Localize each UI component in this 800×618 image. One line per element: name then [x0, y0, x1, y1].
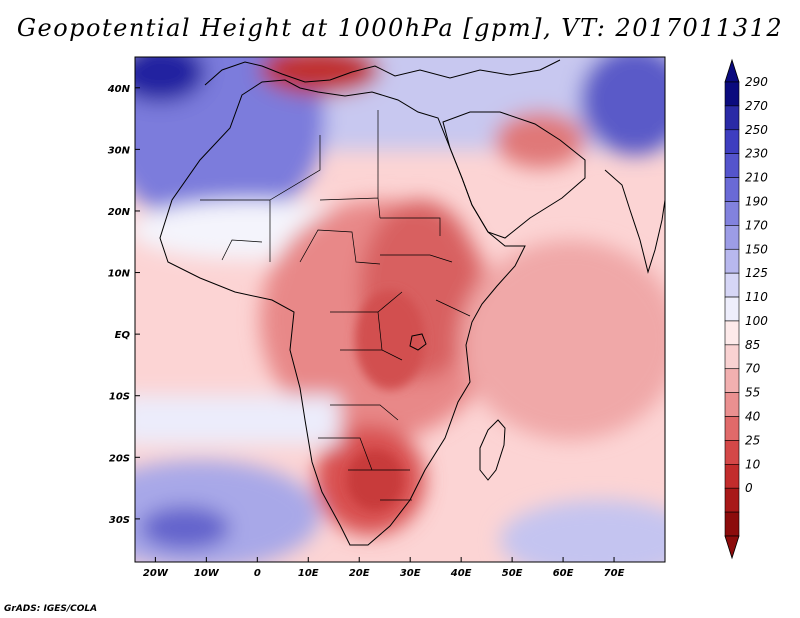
colorbar-label: 250 [745, 123, 768, 137]
y-tick-label: 30N [108, 145, 131, 156]
border-lines [200, 110, 471, 501]
x-tick-label: 70E [604, 568, 625, 579]
colorbar-swatch [724, 416, 740, 441]
x-tick-label: 20E [349, 568, 370, 579]
x-tick-label: 60E [553, 568, 574, 579]
y-tick-label: 20N [108, 207, 131, 218]
field-atlantic-deep [135, 57, 205, 102]
colorbar-label: 0 [745, 481, 753, 495]
colorbar-swatch [724, 511, 740, 537]
colorbar-swatch [724, 105, 740, 131]
africa-coastline [159, 79, 526, 546]
colorbar-label: 150 [745, 242, 768, 256]
colorbar-swatch [724, 296, 740, 322]
colorbar-swatch [724, 440, 740, 465]
country-borders [200, 110, 471, 501]
colorbar-label: 85 [745, 338, 760, 352]
x-tick-label: 50E [502, 568, 523, 579]
colorbar-swatch [724, 225, 740, 250]
colorbar-bottom-arrow [724, 535, 740, 560]
colorbar-label: 55 [745, 386, 760, 400]
colorbar-swatch [724, 368, 740, 393]
europe-coastline [204, 59, 561, 86]
coastlines [159, 59, 665, 546]
colorbar-swatch [724, 487, 740, 513]
colorbar-swatch [724, 392, 740, 417]
y-tick-label: 20S [109, 453, 130, 464]
colorbar-swatch [724, 201, 740, 226]
colorbar-label: 110 [745, 290, 768, 304]
colorbar-swatch [724, 177, 740, 202]
colorbar-label: 270 [745, 99, 768, 113]
field-southeast-low [500, 500, 665, 562]
x-tick-label: 0 [254, 568, 261, 579]
india-coastline [604, 169, 665, 274]
x-tick-label: 40E [450, 568, 472, 579]
colorbar-label: 125 [745, 266, 768, 280]
colorbar-label: 40 [745, 410, 761, 424]
field-northwest-low [135, 57, 325, 230]
field-kalahari-core [347, 450, 403, 510]
field-congo-core [355, 290, 425, 390]
field-indian-ocean [460, 240, 665, 440]
field-south-white [135, 395, 340, 445]
colorbar-swatch [724, 344, 740, 370]
y-tick-label: 40N [107, 84, 131, 95]
y-tick-label: 10N [108, 269, 131, 280]
colorbar-swatch [724, 248, 740, 274]
height-field [135, 57, 665, 562]
colorbar-swatch [724, 272, 740, 298]
colorbar: 2902702502302101901701501251101008570554… [724, 58, 768, 560]
colorbar-top-arrow [724, 58, 740, 83]
x-tick-label: 30E [400, 568, 421, 579]
colorbar-swatch [724, 153, 740, 178]
field-southwest-core [140, 506, 230, 550]
colorbar-label: 100 [745, 314, 768, 328]
colorbar-swatch [724, 464, 740, 489]
colorbar-label: 70 [745, 362, 761, 376]
x-tick-label: 10E [298, 568, 319, 579]
colorbar-label: 10 [745, 457, 761, 471]
y-axis: 40N 30N 20N 10N EQ 10S 20S 30S [107, 84, 140, 526]
field-europe-high [260, 57, 380, 95]
colorbar-label: 290 [745, 75, 768, 89]
y-tick-label: 30S [109, 515, 130, 526]
colorbar-label: 170 [745, 218, 768, 232]
colorbar-label: 25 [745, 433, 760, 447]
colorbar-swatch [724, 320, 740, 346]
grads-credit: GrADS: IGES/COLA [4, 604, 98, 614]
arabia-coastline [442, 111, 586, 239]
colorbar-label: 230 [745, 147, 768, 161]
x-tick-label: 10W [194, 568, 220, 579]
madagascar-coastline [479, 419, 506, 481]
lake-victoria [409, 333, 427, 351]
colorbar-label: 210 [745, 171, 768, 185]
y-tick-label: 10S [109, 392, 130, 403]
chart-title: Geopotential Height at 1000hPa [gpm], VT… [16, 14, 784, 42]
field-northeast-low [580, 57, 665, 155]
field-arabia [495, 112, 585, 168]
x-tick-label: 20W [143, 568, 169, 579]
x-axis: 20W 10W 0 10E 20E 30E 40E 50E 60E 70E [143, 557, 625, 579]
colorbar-label: 190 [745, 194, 768, 208]
y-tick-label: EQ [115, 330, 131, 341]
plot-frame [134, 56, 666, 563]
colorbar-swatch [724, 81, 740, 107]
colorbar-swatch [724, 129, 740, 154]
